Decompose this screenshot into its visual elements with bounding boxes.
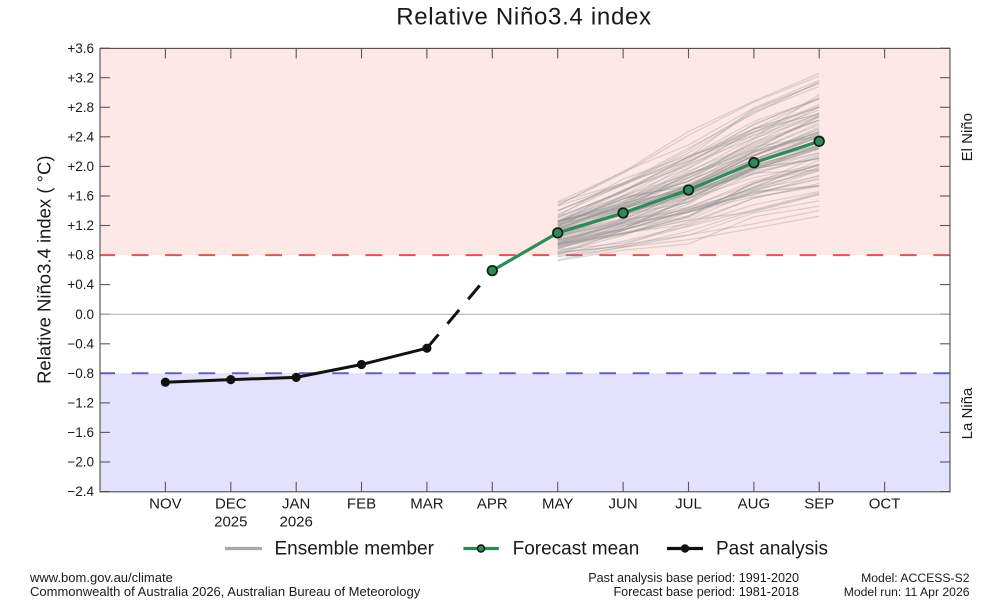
svg-text:Model run: 11 Apr 2026: Model run: 11 Apr 2026	[844, 585, 970, 599]
svg-text:+3.2: +3.2	[67, 70, 94, 85]
svg-text:JUN: JUN	[609, 496, 638, 513]
svg-text:2025: 2025	[214, 514, 247, 531]
svg-text:OCT: OCT	[869, 496, 901, 513]
svg-text:www.bom.gov.au/climate: www.bom.gov.au/climate	[29, 570, 173, 585]
svg-text:Commonwealth of Australia 2026: Commonwealth of Australia 2026, Australi…	[30, 584, 421, 599]
svg-text:Ensemble member: Ensemble member	[275, 538, 435, 559]
svg-text:La Niña: La Niña	[959, 387, 976, 439]
svg-text:−0.4: −0.4	[67, 336, 94, 351]
svg-text:2026: 2026	[280, 514, 313, 531]
svg-text:El Niño: El Niño	[959, 113, 976, 161]
svg-text:+2.8: +2.8	[67, 100, 94, 115]
svg-text:−2.4: −2.4	[67, 484, 94, 499]
svg-text:Model: ACCESS-S2: Model: ACCESS-S2	[861, 571, 970, 585]
svg-text:+2.0: +2.0	[67, 159, 94, 174]
svg-text:JAN: JAN	[282, 496, 310, 513]
svg-text:0.0: 0.0	[75, 307, 94, 322]
svg-text:MAR: MAR	[410, 496, 444, 513]
svg-text:−1.6: −1.6	[67, 425, 94, 440]
svg-text:−1.2: −1.2	[67, 396, 94, 411]
svg-text:+0.4: +0.4	[67, 277, 94, 292]
svg-text:APR: APR	[477, 496, 508, 513]
svg-text:JUL: JUL	[675, 496, 702, 513]
svg-text:+3.6: +3.6	[67, 41, 94, 56]
svg-text:Relative Niño3.4 index: Relative Niño3.4 index	[396, 3, 652, 30]
svg-text:+1.2: +1.2	[67, 218, 94, 233]
svg-text:NOV: NOV	[149, 496, 182, 513]
svg-text:−2.0: −2.0	[67, 455, 94, 470]
svg-text:FEB: FEB	[347, 496, 376, 513]
svg-text:+2.4: +2.4	[67, 129, 94, 144]
svg-text:AUG: AUG	[738, 496, 771, 513]
svg-text:Past analysis base period: 199: Past analysis base period: 1991-2020	[588, 571, 799, 585]
svg-text:Forecast mean: Forecast mean	[513, 538, 640, 559]
svg-text:DEC: DEC	[215, 496, 247, 513]
svg-text:MAY: MAY	[542, 496, 573, 513]
svg-text:+0.8: +0.8	[67, 248, 94, 263]
svg-text:Relative Niño3.4 index ( °C): Relative Niño3.4 index ( °C)	[34, 155, 55, 383]
svg-text:−0.8: −0.8	[67, 366, 94, 381]
svg-text:Past analysis: Past analysis	[716, 538, 828, 559]
svg-text:SEP: SEP	[804, 496, 834, 513]
svg-text:+1.6: +1.6	[67, 189, 94, 204]
svg-text:Forecast base period: 1981-201: Forecast base period: 1981-2018	[613, 585, 799, 599]
